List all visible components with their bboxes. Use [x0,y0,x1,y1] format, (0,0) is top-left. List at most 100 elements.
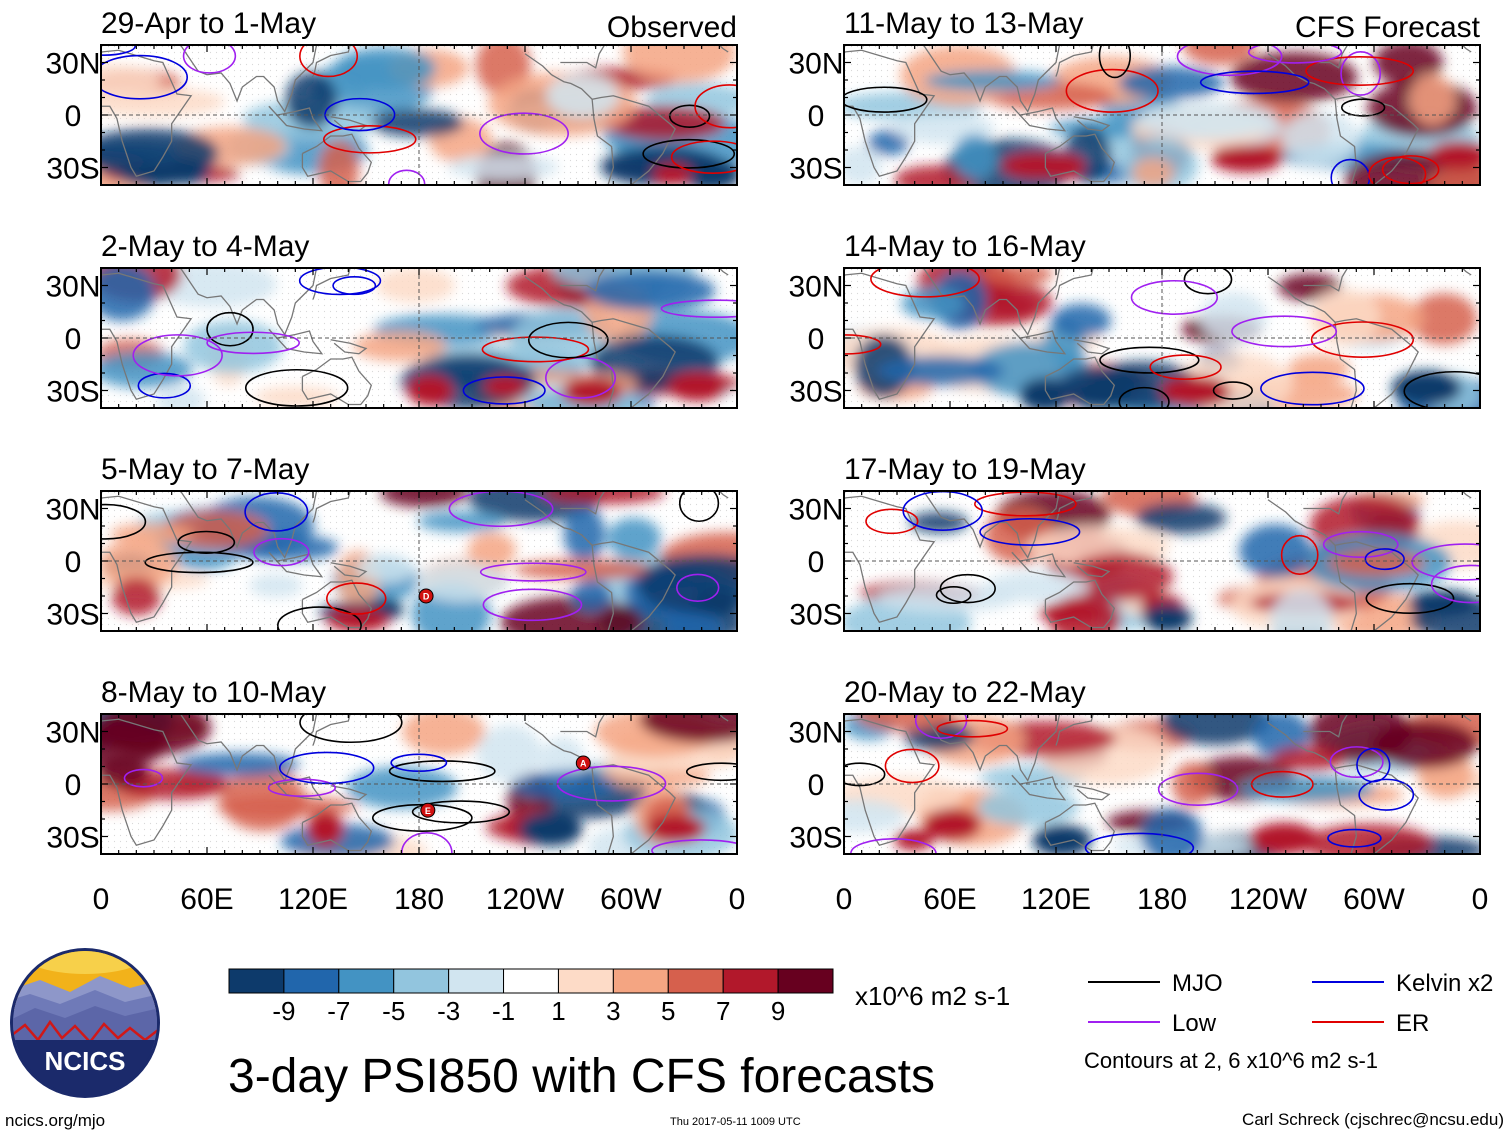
colorbar-swatch [448,968,505,994]
colorbar-tick-label: -3 [437,996,460,1026]
colorbar-tick-label: 5 [661,996,675,1026]
legend: MJO Kelvin x2 Low ER Contours at 2, 6 x10^6 … [1084,970,1493,1073]
y-tick-label: 0 [65,769,82,802]
svg-text:Low: Low [1172,1010,1217,1037]
colorbar-swatch [557,968,614,994]
panel-title: 17-May to 19-May [844,453,1086,486]
map-panel: 30N 0 30S 14-May to 16-May [788,230,1481,409]
colorbar-swatch [667,968,724,994]
y-tick-label: 30S [789,599,842,632]
svg-text:ER: ER [1396,1010,1429,1037]
colorbar-swatch [228,968,285,994]
panel-source-label: Observed [607,11,737,44]
storm-marker: A [575,755,591,771]
y-tick-label: 0 [808,100,825,133]
svg-text:Kelvin x2: Kelvin x2 [1396,970,1493,997]
storm-marker: D [418,588,434,604]
contour-note: Contours at 2, 6 x10^6 m2 s-1 [1084,1048,1378,1073]
x-tick-label: 180 [1137,883,1187,916]
y-tick-label: 30S [46,599,99,632]
x-tick-label: 60W [1343,883,1405,916]
y-tick-label: 30N [788,271,843,304]
colorbar-tick-label: -7 [327,996,350,1026]
y-tick-label: 30S [789,376,842,409]
y-tick-label: 30N [45,717,100,750]
legend-item: Kelvin x2 [1312,970,1493,997]
timestamp: Thu 2017-05-11 1009 UTC [670,1116,801,1128]
figure-title: 3-day PSI850 with CFS forecasts [228,1050,935,1103]
colorbar-units: x10^6 m2 s-1 [855,981,1010,1011]
svg-text:A: A [580,759,587,769]
panel-title: 11-May to 13-May [844,7,1084,40]
panels-layer: 30N 0 30S 29-Apr to 1-May Observed 30N 0 30S 2-M… [45,7,1489,916]
map-panel: 30N 0 30S 5-May to 7-May D [45,453,738,632]
colorbar-swatch [722,968,779,994]
y-tick-label: 0 [808,546,825,579]
y-tick-label: 0 [65,546,82,579]
legend-item: Low [1088,1010,1217,1037]
x-tick-label: 60E [180,883,233,916]
colorbar: -9 -7 -5 -3 -1 1 3 5 7 9 x10^6 m2 s-1 [228,968,1010,1026]
x-tick-label: 0 [93,883,110,916]
x-tick-label: 120E [1021,883,1091,916]
colorbar-tick-label: 7 [716,996,730,1026]
colorbar-tick-label: 3 [606,996,620,1026]
y-tick-label: 30N [45,494,100,527]
y-tick-label: 30S [46,822,99,855]
panel-title: 5-May to 7-May [101,453,309,486]
svg-text:MJO: MJO [1172,970,1223,997]
colorbar-swatch [283,968,340,994]
y-tick-label: 0 [65,100,82,133]
colorbar-tick-label: -5 [382,996,405,1026]
y-tick-label: 0 [808,769,825,802]
x-tick-label: 60E [923,883,976,916]
ncics-logo: NCICS [10,948,160,1098]
y-tick-label: 0 [808,323,825,356]
y-tick-label: 30S [46,376,99,409]
x-tick-label: 120E [278,883,348,916]
colorbar-tick-label: -1 [492,996,515,1026]
x-tick-label: 0 [836,883,853,916]
y-tick-label: 30S [789,153,842,186]
panel-title: 8-May to 10-May [101,676,326,709]
panel-title: 2-May to 4-May [101,230,309,263]
y-tick-label: 0 [65,323,82,356]
x-tick-label: 0 [729,883,746,916]
colorbar-tick-label: 1 [551,996,565,1026]
colorbar-tick-label: 9 [771,996,785,1026]
colorbar-tick-label: -9 [272,996,295,1026]
x-tick-label: 0 [1472,883,1489,916]
map-panel: 30N 0 30S 2-May to 4-May [45,230,738,409]
y-tick-label: 30S [46,153,99,186]
x-tick-label: 120W [486,883,565,916]
colorbar-swatch [612,968,669,994]
colorbar-swatch [393,968,450,994]
map-panel: 30N 0 30S 20-May to 22-May 0 60E 120E 180 120W 60… [788,676,1489,916]
source-url[interactable]: ncics.org/mjo [5,1111,106,1130]
panel-source-label: CFS Forecast [1295,11,1481,44]
map-panel: 30N 0 30S 11-May to 13-May CFS Forecast [788,7,1481,186]
storm-marker: E [420,802,436,818]
colorbar-swatch [338,968,395,994]
panel-title: 14-May to 16-May [844,230,1086,263]
y-tick-label: 30S [789,822,842,855]
panel-title: 29-Apr to 1-May [101,7,316,40]
colorbar-swatch [777,968,834,994]
y-tick-label: 30N [45,271,100,304]
x-tick-label: 180 [394,883,444,916]
map-panel: 30N 0 30S 8-May to 10-May 0 60E 120E 180 120W 60W… [45,676,746,916]
x-tick-label: 60W [600,883,662,916]
y-tick-label: 30N [788,494,843,527]
credit: Carl Schreck (cjschrec@ncsu.edu) [1242,1110,1504,1129]
svg-text:E: E [425,806,431,816]
logo-text: NCICS [45,1046,126,1076]
panel-title: 20-May to 22-May [844,676,1086,709]
legend-item: MJO [1088,970,1223,997]
x-tick-label: 120W [1229,883,1308,916]
map-panel: 30N 0 30S 29-Apr to 1-May Observed [45,7,738,186]
colorbar-swatch [503,968,559,994]
svg-text:D: D [423,592,430,602]
legend-item: ER [1312,1010,1429,1037]
y-tick-label: 30N [788,717,843,750]
